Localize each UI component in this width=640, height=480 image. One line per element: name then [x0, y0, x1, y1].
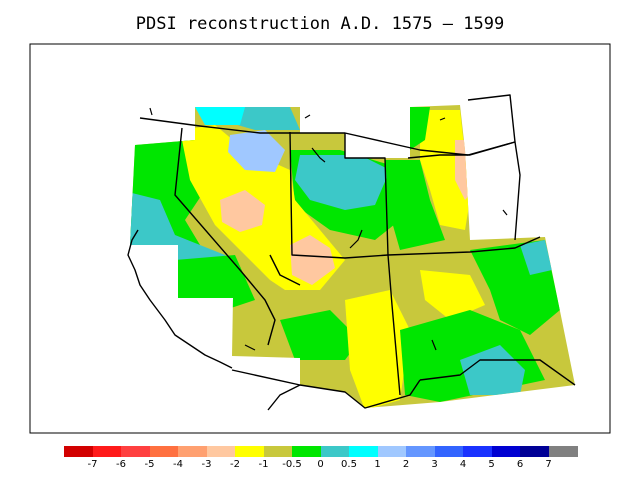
- border-south: [231, 369, 421, 409]
- border-east-2: [419, 359, 576, 386]
- field-teal-southeast: [460, 345, 525, 395]
- field-green-northwest-edge: [410, 107, 430, 150]
- field-lightblue-northwest: [228, 130, 285, 172]
- great-salt-lake: [349, 229, 363, 249]
- field-green-south: [280, 310, 360, 360]
- border-mid-2: [269, 254, 301, 286]
- field-peach-utah: [290, 235, 335, 285]
- lake-island-6: [502, 209, 508, 216]
- map-frame: [29, 43, 611, 434]
- lake-island-1: [149, 107, 153, 116]
- field-green-northeast: [385, 160, 445, 250]
- boundaries: [127, 94, 576, 411]
- field-teal-east: [520, 240, 552, 275]
- pdsi-field: [130, 105, 575, 408]
- border-west-1: [174, 127, 276, 346]
- lakes: [149, 107, 508, 351]
- border-mid-1: [344, 133, 389, 256]
- field-cyan-northwest: [195, 107, 245, 125]
- field-teal-north: [295, 155, 390, 210]
- lake-island-4: [244, 344, 256, 351]
- border-north-east: [467, 94, 516, 143]
- coastline: [127, 229, 233, 369]
- map-title: PDSI reconstruction A.D. 1575 – 1599: [135, 14, 505, 34]
- border-mid-3: [387, 254, 401, 396]
- field-yellow-southcenter: [420, 270, 485, 320]
- border-east-1: [407, 141, 521, 241]
- mexico-border: [267, 384, 301, 411]
- lake-island-5: [431, 339, 437, 351]
- field-green-mid: [175, 255, 255, 310]
- lake-island-2: [304, 114, 311, 119]
- field-peach-idaho: [220, 190, 265, 232]
- lake-island-3: [439, 117, 446, 121]
- yellowstone-lake: [311, 147, 326, 163]
